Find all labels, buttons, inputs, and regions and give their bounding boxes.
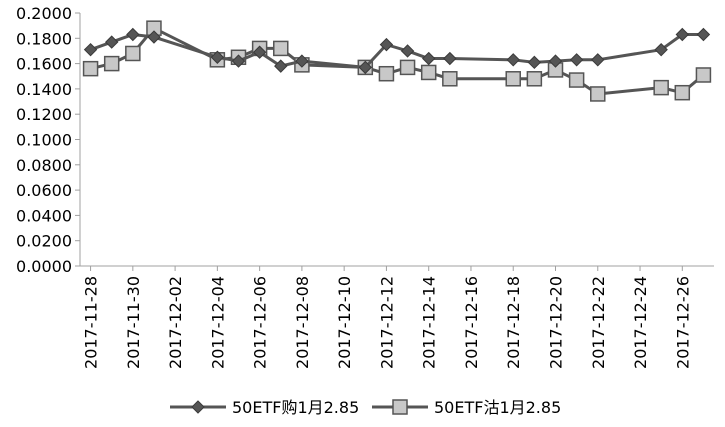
square-marker: [103, 55, 120, 72]
square-marker: [442, 71, 458, 87]
x-tick-label: 2017-12-12: [377, 276, 396, 369]
x-tick-label: 2017-12-18: [504, 276, 523, 369]
square-marker: [590, 86, 606, 102]
y-tick-label: 0.0000: [16, 257, 72, 276]
diamond-marker: [527, 55, 542, 70]
x-tick-label: 2017-12-06: [251, 276, 270, 369]
diamond-marker: [83, 42, 98, 57]
diamond-marker: [126, 27, 140, 42]
y-tick-label: 0.1600: [16, 55, 72, 74]
x-tick-label: 2017-12-10: [335, 276, 354, 369]
x-tick-label: 2017-12-02: [166, 276, 185, 369]
x-tick-label: 2017-12-20: [547, 276, 566, 369]
series-line: [90, 26, 705, 96]
y-tick-label: 0.1000: [16, 131, 72, 150]
y-axis-ticks: 0.0000 0.0200 0.0400 0.0600 0.0800 0.1000 0.12…: [16, 4, 80, 276]
square-marker: [568, 72, 585, 88]
diamond-marker: [569, 53, 584, 67]
diamond-marker: [231, 54, 246, 68]
square-marker: [392, 399, 408, 415]
diamond-marker: [654, 42, 668, 57]
square-marker: [82, 60, 99, 77]
x-tick-label: 2017-11-30: [124, 276, 143, 369]
square-marker: [125, 45, 141, 62]
x-axis-ticks: 2017-11-28 2017-11-30 2017-12-02 2017-12-04…: [82, 266, 692, 369]
diamond-marker: [358, 60, 373, 75]
diamond-marker: [675, 27, 690, 42]
diamond-marker: [147, 30, 161, 44]
x-tick-label: 2017-12-26: [673, 276, 692, 369]
series-line: [90, 33, 704, 69]
x-tick-label: 2017-12-24: [631, 276, 650, 369]
x-tick-label: 2017-12-22: [589, 276, 608, 369]
square-marker: [653, 79, 669, 96]
diamond-marker: [696, 27, 711, 42]
diamond-marker: [191, 400, 205, 414]
series-layer: [82, 20, 712, 102]
diamond-marker: [104, 35, 119, 49]
square-marker: [399, 59, 416, 76]
square-marker: [420, 64, 437, 81]
square-marker: [695, 67, 712, 83]
y-tick-label: 0.0200: [16, 232, 72, 251]
diamond-marker: [591, 53, 605, 67]
diamond-marker: [252, 45, 267, 59]
legend-label: 50ETF购1月2.85: [232, 398, 359, 417]
legend-entry: 50ETF购1月2.85: [170, 398, 359, 417]
diamond-marker: [421, 51, 436, 66]
diamond-marker: [274, 59, 288, 73]
legend-label: 50ETF沽1月2.85: [434, 398, 561, 417]
square-marker: [505, 71, 521, 87]
x-tick-label: 2017-12-04: [208, 276, 227, 369]
series-put: [82, 20, 712, 102]
diamond-marker: [295, 54, 309, 68]
y-tick-label: 0.1800: [16, 29, 72, 48]
y-tick-label: 0.1200: [16, 105, 72, 124]
y-tick-label: 0.1400: [16, 80, 72, 99]
series-call: [83, 27, 711, 75]
square-marker: [674, 84, 691, 101]
x-tick-label: 2017-11-28: [82, 276, 101, 369]
legend-entry: 50ETF沽1月2.85: [372, 398, 561, 417]
square-marker: [273, 40, 289, 57]
square-marker: [526, 71, 543, 87]
square-marker: [378, 65, 395, 82]
diamond-marker: [400, 44, 415, 58]
diamond-marker: [210, 50, 225, 64]
diamond-marker: [379, 37, 394, 52]
diamond-marker: [548, 54, 563, 68]
y-tick-label: 0.0400: [16, 206, 72, 225]
y-tick-label: 0.2000: [16, 4, 72, 23]
diamond-marker: [443, 51, 457, 66]
x-tick-label: 2017-12-08: [293, 276, 312, 369]
diamond-marker: [506, 53, 520, 67]
x-tick-label: 2017-12-16: [462, 276, 481, 369]
legend: 50ETF购1月2.85 50ETF沽1月2.85: [170, 398, 561, 417]
y-tick-label: 0.0800: [16, 156, 72, 175]
y-tick-label: 0.0600: [16, 181, 72, 200]
x-tick-label: 2017-12-14: [420, 276, 439, 369]
